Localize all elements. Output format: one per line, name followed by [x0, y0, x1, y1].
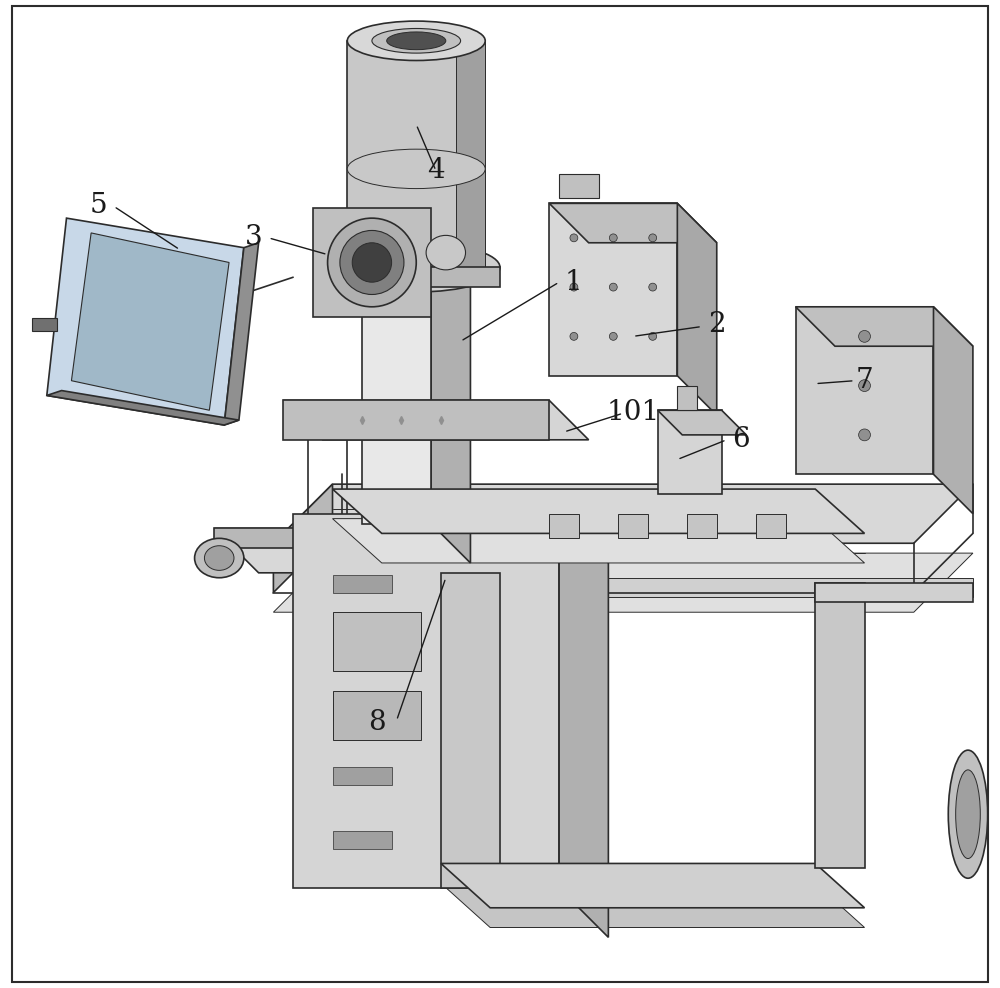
Polygon shape — [796, 307, 973, 346]
Polygon shape — [313, 208, 431, 317]
Polygon shape — [283, 400, 549, 440]
Polygon shape — [658, 410, 722, 494]
Polygon shape — [224, 243, 259, 425]
Ellipse shape — [340, 230, 404, 294]
Ellipse shape — [352, 243, 392, 283]
Polygon shape — [362, 100, 470, 139]
Bar — [756, 514, 786, 538]
Text: 1: 1 — [565, 269, 583, 295]
Polygon shape — [283, 400, 589, 440]
Ellipse shape — [195, 538, 244, 578]
Ellipse shape — [372, 29, 461, 53]
Ellipse shape — [609, 332, 617, 340]
Polygon shape — [214, 529, 544, 573]
Polygon shape — [441, 578, 973, 598]
Ellipse shape — [387, 32, 446, 49]
Bar — [677, 385, 697, 410]
Polygon shape — [431, 100, 470, 563]
Bar — [333, 691, 421, 740]
Polygon shape — [333, 268, 500, 288]
Text: 2: 2 — [708, 311, 726, 338]
Ellipse shape — [347, 21, 485, 60]
Polygon shape — [273, 484, 973, 543]
Polygon shape — [273, 484, 333, 593]
Bar — [32, 318, 57, 331]
Ellipse shape — [570, 234, 578, 242]
Polygon shape — [559, 514, 608, 938]
Text: 3: 3 — [245, 224, 263, 251]
Polygon shape — [71, 233, 229, 410]
Ellipse shape — [948, 750, 988, 878]
Ellipse shape — [570, 284, 578, 291]
Ellipse shape — [204, 545, 234, 570]
Polygon shape — [333, 489, 865, 534]
Text: 8: 8 — [368, 709, 386, 736]
Ellipse shape — [649, 234, 657, 242]
Bar — [333, 575, 392, 593]
Text: 101: 101 — [606, 399, 660, 426]
Ellipse shape — [328, 218, 416, 307]
Polygon shape — [815, 583, 865, 868]
Text: 7: 7 — [856, 368, 873, 394]
Bar — [333, 702, 392, 720]
Polygon shape — [441, 864, 865, 908]
Text: 4: 4 — [427, 157, 445, 185]
Polygon shape — [549, 204, 677, 375]
Polygon shape — [796, 307, 933, 474]
Polygon shape — [933, 307, 973, 514]
Bar — [333, 767, 392, 784]
Polygon shape — [456, 41, 485, 268]
Polygon shape — [815, 583, 973, 603]
Polygon shape — [441, 883, 865, 928]
Ellipse shape — [347, 149, 485, 189]
Bar — [618, 514, 648, 538]
Polygon shape — [677, 204, 717, 415]
Ellipse shape — [956, 770, 980, 859]
Ellipse shape — [859, 379, 870, 391]
Ellipse shape — [333, 243, 500, 292]
Ellipse shape — [649, 284, 657, 291]
Bar — [559, 174, 599, 199]
Polygon shape — [273, 553, 973, 613]
Bar — [333, 831, 392, 849]
Ellipse shape — [570, 332, 578, 340]
Polygon shape — [47, 218, 244, 425]
Ellipse shape — [609, 234, 617, 242]
Text: 5: 5 — [89, 192, 107, 218]
Polygon shape — [441, 573, 500, 888]
Bar — [333, 639, 392, 657]
Polygon shape — [214, 529, 500, 548]
Ellipse shape — [859, 429, 870, 441]
Polygon shape — [293, 514, 559, 888]
Ellipse shape — [859, 330, 870, 342]
Ellipse shape — [609, 284, 617, 291]
Polygon shape — [549, 204, 717, 243]
Bar — [549, 514, 579, 538]
Text: 6: 6 — [733, 426, 750, 453]
Polygon shape — [362, 100, 431, 524]
Polygon shape — [333, 519, 865, 563]
Polygon shape — [658, 410, 746, 435]
Polygon shape — [47, 390, 239, 425]
Bar — [687, 514, 717, 538]
Ellipse shape — [426, 235, 466, 270]
Bar — [333, 613, 421, 671]
Ellipse shape — [649, 332, 657, 340]
Polygon shape — [347, 41, 485, 268]
